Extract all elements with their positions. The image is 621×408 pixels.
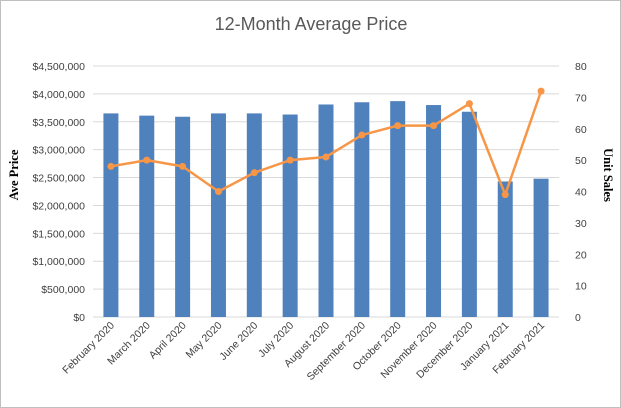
unit-sales-point [537,87,545,95]
bar [139,115,155,318]
bar [497,181,513,317]
y-tick-label: $3,500,000 [32,117,85,129]
bar [103,113,119,318]
chart-title: 12-Month Average Price [215,14,408,34]
y-axis-title: Ave Price [7,149,21,200]
y2-axis-title: Unit Sales [601,148,615,202]
bar [246,113,262,318]
x-tick-label: June 2020 [217,320,260,363]
y-tick-label: $3,000,000 [32,145,85,157]
bar [175,116,191,317]
unit-sales-point [430,122,438,130]
bar [282,114,298,317]
y2-tick-label: 20 [575,249,587,261]
unit-sales-point [107,162,115,170]
y2-tick-label: 10 [575,281,587,293]
left-axis-ticks: $0 $500,000 $1,000,000 $1,500,000 $2,000,000… [32,61,85,324]
y2-tick-label: 80 [575,61,587,73]
y2-tick-label: 30 [575,218,587,230]
y-tick-label: $2,000,000 [32,200,85,212]
line-series [107,87,545,199]
y2-tick-label: 40 [575,187,587,199]
y-tick-label: $4,500,000 [32,61,85,73]
x-tick-label: April 2020 [147,320,189,362]
unit-sales-point [465,100,473,108]
y-tick-label: $1,000,000 [32,256,85,268]
unit-sales-point [143,156,151,164]
unit-sales-point [214,188,222,195]
unit-sales-point [394,122,402,130]
unit-sales-point [250,169,258,177]
right-axis-ticks: 0 10 20 30 40 50 60 70 80 [575,61,587,324]
bar [210,113,226,318]
y-tick-label: $4,000,000 [32,89,85,101]
bar [318,104,334,317]
y-tick-label: $2,500,000 [32,173,85,185]
y2-tick-label: 70 [575,92,587,104]
y2-tick-label: 60 [575,124,587,136]
unit-sales-point [501,191,509,199]
x-tick-label: February 2020 [60,320,117,377]
bar [533,178,549,317]
y-tick-label: $1,500,000 [32,228,85,240]
y-tick-label: $0 [73,312,85,324]
y2-tick-label: 0 [575,312,581,324]
unit-sales-point [358,131,366,139]
unit-sales-point [286,156,294,164]
bar [426,105,442,318]
unit-sales-point [322,153,330,161]
y2-tick-label: 50 [575,155,587,167]
bar [390,101,406,317]
bar [461,111,477,317]
y-tick-label: $500,000 [41,284,85,296]
bar [354,102,370,317]
unit-sales-point [179,162,187,170]
